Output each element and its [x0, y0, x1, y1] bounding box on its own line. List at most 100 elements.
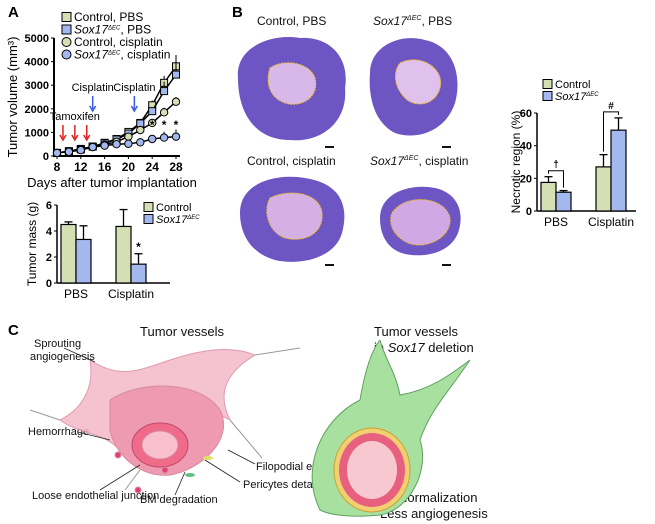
bar: [130, 263, 147, 284]
text: deletion: [424, 340, 474, 355]
data-point: [76, 145, 86, 155]
y-tick-label: 20: [520, 173, 532, 185]
y-tick-label: 4: [46, 226, 53, 238]
significance-marker: †: [553, 160, 559, 171]
legend-marker: [542, 91, 553, 101]
category-label: Cisplatin: [108, 287, 154, 301]
y-axis-label: Tumor volume (mm³): [5, 37, 20, 158]
legend-marker: [143, 214, 154, 224]
right-diagram-title-1: Tumor vessels: [374, 324, 459, 339]
legend-label: Sox17ΔEC, cisplatin: [74, 48, 170, 62]
x-tick-label: 28: [169, 160, 183, 174]
bar: [610, 129, 627, 212]
x-tick-label: 20: [122, 160, 136, 174]
legend-marker: [542, 79, 553, 89]
label-sprouting: Sprouting: [34, 338, 82, 350]
category-label: PBS: [544, 215, 568, 229]
y-tick-label: 4000: [25, 57, 49, 69]
gene-name: Sox17: [373, 14, 408, 28]
data-point: [148, 107, 157, 116]
data-point: [148, 134, 157, 144]
image-title-control-cisplatin: Control, cisplatin: [247, 154, 336, 168]
label-hemorrhage: Hemorrhage: [28, 426, 90, 438]
bar: [595, 166, 612, 212]
condition: , PBS: [421, 14, 453, 28]
abnormal-tumor-vessels: [29, 347, 301, 494]
legend-marker: [61, 49, 72, 60]
x-tick-label: 24: [146, 160, 160, 174]
data-point: [136, 125, 145, 135]
image-title-control-pbs: Control, PBS: [257, 14, 327, 28]
panel-c-label: C: [8, 322, 19, 339]
legend-marker: [61, 37, 72, 47]
superscript: ΔEC: [404, 155, 419, 162]
annotation-arrowhead: [71, 134, 79, 142]
right-caption-less-angiogenesis: Less angiogenesis: [380, 506, 488, 521]
label-bm-degradation: BM degradation: [140, 494, 218, 506]
bar: [555, 191, 572, 212]
histology-control-pbs: [237, 37, 346, 148]
data-point: [159, 108, 169, 117]
left-diagram-title: Tumor vessels: [140, 324, 225, 339]
pointer-lines: [63, 347, 256, 496]
histology-control-cisplatin: [240, 176, 345, 266]
histology-sox17-cisplatin: [380, 186, 461, 266]
legend-marker: [61, 24, 72, 35]
y-tick-label: 2000: [25, 104, 49, 116]
x-tick-label: 16: [98, 160, 112, 174]
label-loose-junction: Loose endothelial junction: [32, 490, 160, 502]
significance-marker: *: [150, 118, 155, 132]
y-tick-label: 6: [46, 200, 52, 212]
legend-marker: [143, 202, 154, 212]
significance-bracket: [548, 170, 564, 188]
data-point: [136, 138, 145, 147]
data-point: [171, 97, 181, 106]
gene-name: Sox17: [370, 154, 405, 168]
y-tick-label: 3000: [25, 80, 49, 92]
legend-marker: [61, 12, 72, 22]
significance-marker: *: [162, 118, 167, 132]
category-label: PBS: [64, 287, 88, 301]
condition: , cisplatin: [418, 154, 469, 168]
tumor-mass-chart: 0 2 4 6 Tumor mass (g) PBS Cisplatin ControlSox…: [25, 200, 200, 301]
label-angiogenesis: angiogenesis: [30, 351, 95, 363]
data-point: [88, 142, 97, 152]
significance-bracket: [603, 111, 619, 152]
panel-b-label: B: [232, 4, 243, 21]
significance-marker: *: [174, 118, 179, 132]
legend-label: Control: [156, 202, 191, 214]
bar: [540, 181, 557, 212]
x-tick-label: 12: [74, 160, 88, 174]
annotation-arrowhead: [89, 105, 97, 113]
tumor-histology-images: [237, 37, 461, 266]
panel-a-label: A: [8, 4, 19, 21]
data-point: [160, 87, 169, 96]
legend-label: Sox17ΔEC: [555, 91, 599, 103]
annotation-label: Tamoxifen: [50, 111, 100, 123]
legend-label: Control, PBS: [74, 10, 143, 24]
legend-label: Control: [555, 79, 590, 91]
right-caption-normalization: Normalization: [398, 490, 478, 505]
y-tick-label: 1000: [25, 127, 49, 139]
y-tick-label: 60: [520, 108, 532, 120]
y-tick-label: 0: [526, 206, 532, 218]
vessel-illustrations: [29, 340, 471, 517]
data-point: [172, 70, 180, 79]
y-axis-label: Necrotic region (%): [509, 111, 523, 214]
data-point: [100, 141, 109, 150]
annotation-arrowhead: [83, 134, 91, 142]
data-point: [148, 118, 157, 128]
annotation-arrowhead: [59, 134, 67, 142]
y-axis-label: Tumor mass (g): [25, 202, 39, 286]
y-tick-label: 0: [46, 278, 52, 290]
data-point: [112, 140, 121, 149]
annotation-label: Cisplatin: [113, 82, 155, 94]
legend-label: Sox17ΔEC: [156, 214, 200, 226]
gene-name: Sox17: [387, 340, 425, 355]
x-axis-label: Days after tumor implantation: [27, 175, 197, 190]
y-tick-label: 5000: [25, 33, 49, 45]
data-point: [124, 139, 133, 148]
normalized-tumor-vessel: [311, 340, 471, 517]
